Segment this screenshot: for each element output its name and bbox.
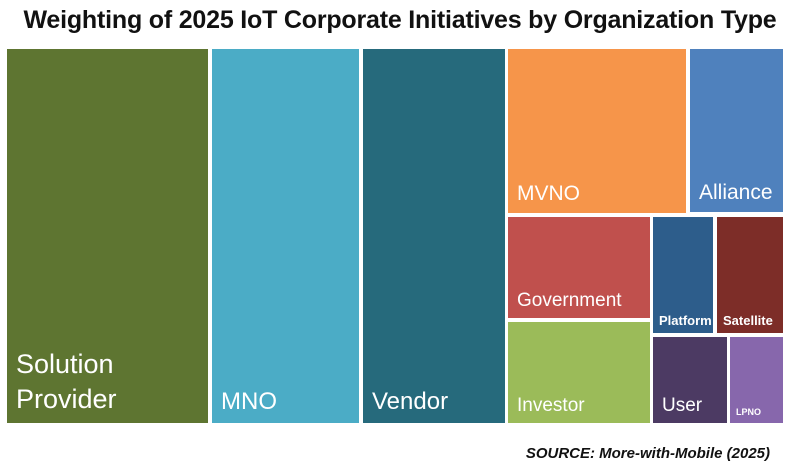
treemap-cell-user: User (653, 337, 727, 423)
source-caption: SOURCE: More-with-Mobile (2025) (525, 445, 770, 462)
treemap-cell-label: Vendor (372, 388, 449, 416)
treemap-cell-label: Satellite (723, 312, 773, 328)
treemap-cell-label: Solution Provider (16, 348, 117, 415)
treemap-cell-label: User (662, 394, 703, 416)
treemap-cell-label: Government (517, 289, 622, 311)
treemap-cell-solution-provider: Solution Provider (7, 49, 208, 423)
chart-title: Weighting of 2025 IoT Corporate Initiati… (23, 6, 777, 34)
treemap-cell-investor: Investor (508, 322, 650, 423)
treemap-cell-vendor: Vendor (363, 49, 505, 423)
treemap-cell-mvno: MVNO (508, 49, 686, 213)
treemap-cell-alliance: Alliance (690, 49, 783, 212)
treemap-cell-label: LPNO (736, 407, 762, 418)
treemap-cell-platform: Platform (653, 217, 713, 333)
treemap-cell-label: Investor (517, 394, 585, 416)
treemap-cell-satellite: Satellite (717, 217, 783, 333)
treemap-cell-government: Government (508, 217, 650, 318)
treemap-cell-lpno: LPNO (730, 337, 783, 423)
treemap-cell-label: MVNO (517, 182, 580, 206)
treemap-cell-label: Platform (659, 312, 712, 328)
treemap-cell-label: Alliance (699, 181, 773, 205)
treemap-cell-label: MNO (221, 388, 277, 416)
treemap-cell-mno: MNO (212, 49, 359, 423)
